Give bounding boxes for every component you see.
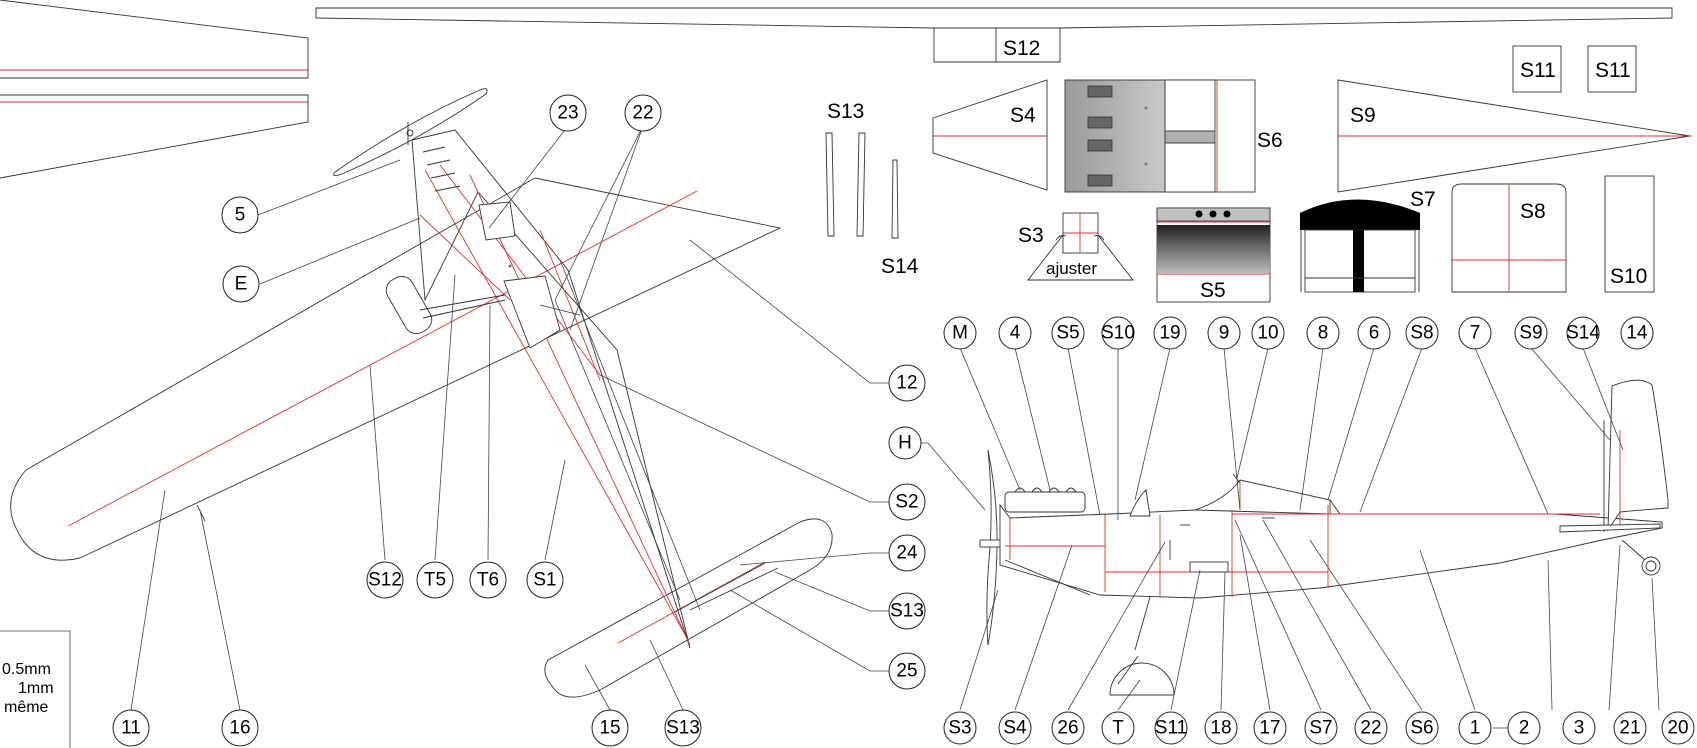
part-s5: S5: [1156, 207, 1271, 303]
callout-s10-top: S10: [1101, 323, 1135, 344]
callout-s1: S1: [533, 570, 556, 591]
part-s3-ajuster: S3 ajuster: [1018, 212, 1134, 281]
part-s10: S10: [1604, 175, 1655, 293]
side-callouts-bottom: S3 S4 26 T S11 18 17 S7 22 S6 1 2 3 21 2…: [943, 711, 1695, 745]
legend-line2: 1mm: [18, 680, 54, 697]
callout-s2: S2: [895, 492, 918, 513]
callout-s9-top: S9: [1519, 323, 1542, 344]
wing-strip-top-left: [0, 0, 309, 179]
label-s10-piece: S10: [1610, 265, 1647, 288]
callout-20: 20: [1667, 718, 1688, 739]
label-s8-piece: S8: [1520, 200, 1546, 223]
callout-t6: T6: [477, 570, 499, 591]
callout-10: 10: [1257, 323, 1278, 344]
label-s4: S4: [1010, 104, 1036, 127]
callout-s5-top: S5: [1056, 323, 1079, 344]
callout-5: 5: [235, 205, 246, 226]
callout-6: 6: [1369, 323, 1380, 344]
label-s13-strip: S13: [827, 100, 864, 123]
callout-s13-right: S13: [890, 601, 924, 622]
part-s7: S7: [1300, 188, 1436, 293]
callout-t5: T5: [424, 570, 446, 591]
side-callouts-top: M 4 S5 S10 19 9 10 8 6 S8 7 S9 S14 14 H: [888, 316, 1654, 460]
callout-22-plan: 22: [632, 103, 653, 124]
callout-s8-top: S8: [1410, 323, 1433, 344]
callout-19: 19: [1159, 323, 1180, 344]
plan-view-top: [10, 88, 833, 698]
callout-s13-bottom: S13: [666, 718, 700, 739]
label-s6: S6: [1257, 129, 1283, 152]
callout-16: 16: [229, 718, 250, 739]
part-s6: S6: [1064, 79, 1283, 193]
callout-t: T: [1112, 718, 1124, 739]
callout-7: 7: [1470, 323, 1481, 344]
label-s11-b: S11: [1595, 59, 1631, 82]
parts-s13-s14-strips: S13 S14: [825, 100, 919, 278]
callout-11: 11: [121, 718, 141, 739]
callout-14: 14: [1626, 323, 1648, 344]
callout-18: 18: [1210, 718, 1231, 739]
part-s9: S9: [1337, 79, 1692, 193]
label-s12: S12: [1003, 37, 1040, 60]
callout-2: 2: [1519, 718, 1530, 739]
callout-21: 21: [1619, 718, 1640, 739]
label-s7-piece: S7: [1410, 188, 1436, 211]
callout-e: E: [235, 274, 248, 295]
part-s8: S8: [1451, 183, 1567, 293]
callout-24: 24: [896, 543, 918, 564]
part-s4: S4: [932, 79, 1048, 191]
callout-m: M: [952, 323, 968, 344]
callout-22-side: 22: [1360, 718, 1381, 739]
callout-s7-bottom: S7: [1309, 718, 1332, 739]
legend-line1: 0.5mm: [2, 661, 51, 678]
line-weight-legend: 0.5mm 1mm même: [0, 630, 71, 748]
callout-12: 12: [896, 373, 917, 394]
callout-26: 26: [1057, 718, 1078, 739]
callout-h: H: [898, 433, 912, 454]
side-leader-lines: [905, 347, 1660, 729]
callout-1: 1: [1470, 718, 1481, 739]
part-s11-pieces: S11 S11: [1512, 45, 1637, 93]
callout-s4-bottom: S4: [1003, 718, 1027, 739]
label-s3-piece: S3: [1018, 224, 1044, 247]
plan-leader-lines: [130, 125, 895, 711]
plan-callouts: 23 22 5 E 12 S2 S12 T5 T6 S1 24 S13 25 1…: [112, 94, 926, 747]
callout-8: 8: [1318, 323, 1329, 344]
callout-4: 4: [1010, 323, 1021, 344]
callout-s3-bottom: S3: [948, 718, 971, 739]
callout-s14-top: S14: [1566, 323, 1600, 344]
callout-s12-plan: S12: [368, 570, 402, 591]
callout-9: 9: [1219, 323, 1230, 344]
label-s14-strip: S14: [881, 255, 919, 278]
legend-line3: même: [4, 699, 49, 716]
label-ajuster: ajuster: [1046, 259, 1097, 278]
callout-23: 23: [557, 103, 578, 124]
callout-3: 3: [1574, 718, 1585, 739]
callout-15: 15: [599, 718, 620, 739]
callout-25: 25: [896, 661, 917, 682]
label-s5-piece: S5: [1200, 279, 1226, 302]
label-s9: S9: [1350, 104, 1376, 127]
label-s11-a: S11: [1520, 59, 1556, 82]
callout-s11-bottom: S11: [1155, 718, 1187, 739]
callout-17: 17: [1259, 718, 1280, 739]
callout-s6-bottom: S6: [1410, 718, 1433, 739]
side-view-fuselage: [979, 379, 1669, 696]
part-s12-wing-panel: S12: [315, 7, 1673, 63]
